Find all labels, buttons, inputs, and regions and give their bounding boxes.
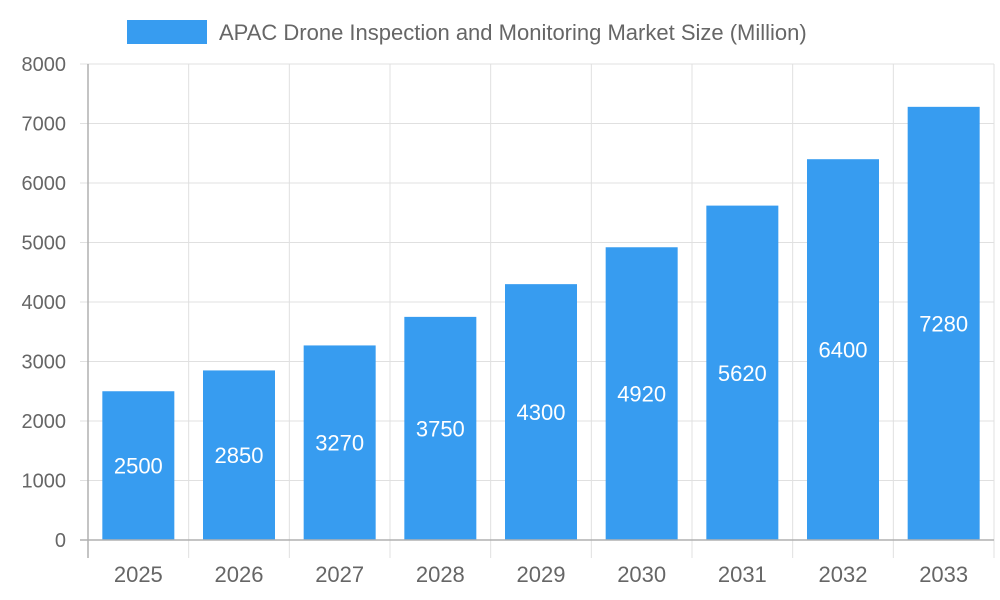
data-label: 3750	[416, 416, 465, 441]
x-tick-label: 2028	[416, 562, 465, 587]
bar-2033	[907, 106, 980, 540]
x-tick-label: 2026	[215, 562, 264, 587]
y-tick-label: 3000	[22, 352, 67, 374]
grid	[88, 63, 995, 540]
x-tick-label: 2033	[919, 562, 968, 587]
x-tick-label: 2029	[517, 562, 566, 587]
x-tick-label: 2030	[617, 562, 666, 587]
y-tick-label: 7000	[22, 114, 67, 136]
data-label: 7280	[919, 311, 968, 336]
x-tick-label: 2025	[114, 562, 163, 587]
data-label: 2500	[114, 454, 163, 479]
y-tick-label: 8000	[22, 54, 67, 76]
y-tick-label: 0	[55, 530, 66, 552]
axes: 0 1000 2000 3000 4000 5000 6000 7000 8000 2025 202…	[22, 54, 995, 587]
bars: 2500 2850 3270 3750 4300 4920 5620 6400 7280	[102, 106, 980, 541]
x-tick-label: 2027	[315, 562, 364, 587]
data-label: 3270	[315, 431, 364, 456]
y-tick-label: 1000	[22, 471, 67, 493]
y-tick-label: 2000	[22, 411, 67, 433]
data-label: 2850	[215, 443, 264, 468]
bar-2031	[706, 205, 779, 541]
legend-swatch	[127, 20, 207, 44]
bar-2027	[303, 345, 376, 540]
bar-2028	[404, 316, 477, 540]
data-label: 4920	[617, 382, 666, 407]
y-tick-label: 6000	[22, 173, 67, 195]
x-tick-label: 2032	[819, 562, 868, 587]
bar-2029	[505, 284, 577, 540]
x-tick-label: 2031	[718, 562, 767, 587]
data-label: 5620	[718, 361, 767, 386]
data-label: 6400	[819, 338, 868, 363]
legend-label: APAC Drone Inspection and Monitoring Mar…	[219, 20, 807, 45]
legend[interactable]: APAC Drone Inspection and Monitoring Mar…	[127, 20, 807, 45]
bar-2030	[605, 247, 678, 540]
bar-2032	[807, 159, 879, 540]
data-label: 4300	[517, 400, 566, 425]
bar-2025	[102, 391, 175, 540]
y-tick-label: 4000	[22, 292, 67, 314]
y-tick-label: 5000	[22, 233, 67, 255]
bar-2026	[203, 370, 275, 540]
